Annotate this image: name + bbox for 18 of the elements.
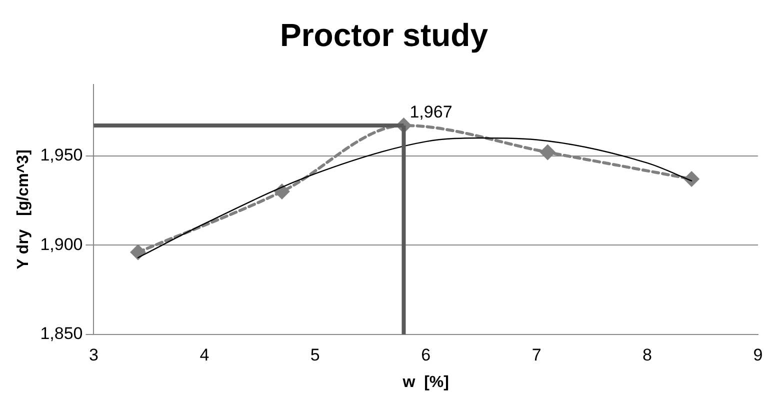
point (540, 144, 556, 160)
y-tick-label: 1,850 (40, 324, 83, 344)
x-tick-label: 7 (532, 345, 542, 364)
x-tick-label: 4 (200, 345, 210, 364)
point (130, 244, 146, 260)
point (274, 184, 290, 200)
chart-title: Proctor study (280, 17, 488, 54)
y-tick-label: 1,900 (40, 234, 83, 254)
x-tick-label: 5 (310, 345, 320, 364)
y-tick-label: 1,950 (40, 146, 83, 165)
x-axis-title: w [%] (402, 374, 449, 391)
x-tick-label: 9 (753, 345, 763, 364)
x-tick-label: 8 (642, 345, 652, 364)
annotation: 1,967 (410, 102, 452, 122)
x-tick-label: 6 (421, 345, 431, 364)
y-axis-title: Υ dry [g/cm^3] (15, 150, 32, 270)
point (684, 171, 700, 188)
x-tick-label: 3 (89, 345, 98, 364)
